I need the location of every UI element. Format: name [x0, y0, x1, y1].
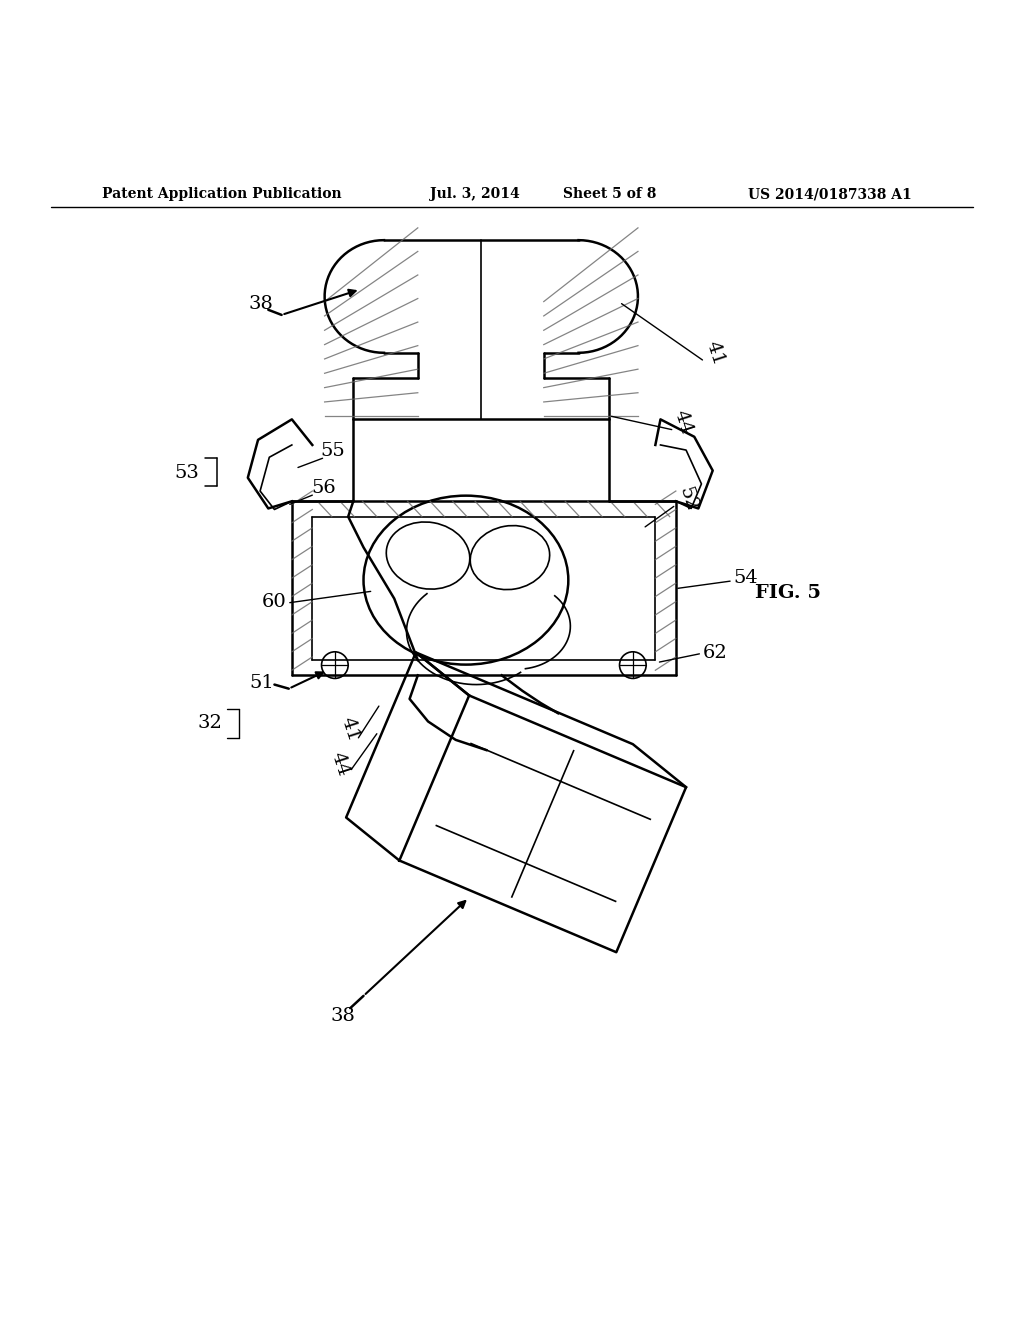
- Text: 60: 60: [262, 593, 287, 611]
- Text: 41: 41: [702, 338, 727, 367]
- Text: 56: 56: [311, 479, 336, 496]
- Text: Jul. 3, 2014: Jul. 3, 2014: [430, 187, 520, 201]
- Text: Sheet 5 of 8: Sheet 5 of 8: [563, 187, 656, 201]
- Text: US 2014/0187338 A1: US 2014/0187338 A1: [748, 187, 911, 201]
- Text: 52: 52: [676, 484, 700, 513]
- Text: FIG. 5: FIG. 5: [756, 585, 821, 602]
- Text: 38: 38: [331, 1007, 355, 1026]
- Text: 38: 38: [249, 294, 273, 313]
- Text: 54: 54: [733, 569, 758, 587]
- Text: 44: 44: [671, 408, 695, 437]
- Text: 62: 62: [702, 644, 727, 661]
- Text: Patent Application Publication: Patent Application Publication: [102, 187, 342, 201]
- Text: 44: 44: [328, 750, 352, 779]
- Text: 55: 55: [321, 442, 345, 461]
- Text: 53: 53: [174, 463, 199, 482]
- Text: 41: 41: [338, 715, 362, 744]
- Text: 32: 32: [198, 714, 222, 733]
- Text: 51: 51: [250, 673, 274, 692]
